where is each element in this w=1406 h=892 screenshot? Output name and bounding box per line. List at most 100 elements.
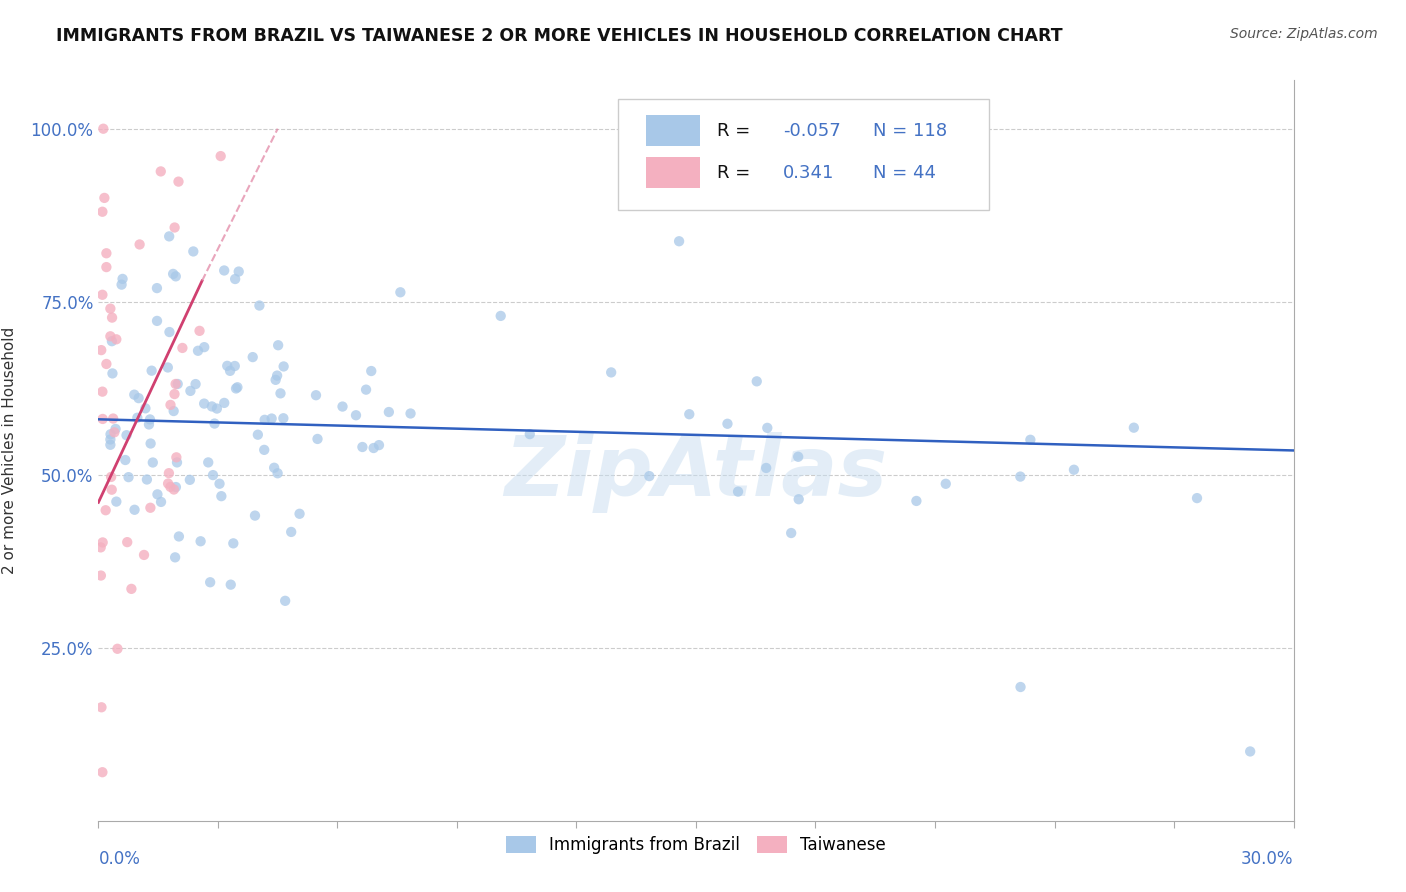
Point	[139, 412, 162, 426]
Point	[716, 417, 738, 431]
Point	[756, 421, 779, 435]
Point	[352, 440, 374, 454]
Text: -0.057: -0.057	[783, 121, 841, 140]
Text: R =: R =	[717, 164, 756, 182]
Point	[201, 400, 224, 414]
Point	[165, 376, 187, 391]
Point	[100, 470, 122, 484]
Point	[204, 417, 226, 431]
Point	[94, 503, 117, 517]
Point	[935, 476, 957, 491]
Point	[146, 281, 169, 295]
Y-axis label: 2 or more Vehicles in Household: 2 or more Vehicles in Household	[1, 326, 17, 574]
Point	[128, 237, 150, 252]
Point	[755, 461, 778, 475]
Point	[167, 175, 190, 189]
Point	[399, 407, 422, 421]
Point	[138, 417, 160, 432]
Legend: Immigrants from Brazil, Taiwanese: Immigrants from Brazil, Taiwanese	[499, 829, 893, 861]
Point	[104, 422, 127, 436]
FancyBboxPatch shape	[619, 99, 988, 210]
Point	[332, 400, 354, 414]
Point	[905, 494, 928, 508]
Point	[124, 387, 146, 401]
Point	[132, 548, 155, 562]
Point	[226, 380, 249, 394]
Point	[243, 508, 266, 523]
Point	[780, 526, 803, 541]
Point	[172, 341, 194, 355]
Bar	[645, 115, 700, 146]
Point	[101, 367, 124, 381]
Point	[1122, 420, 1144, 434]
Point	[96, 246, 118, 260]
Point	[165, 450, 187, 465]
Point	[93, 191, 115, 205]
Point	[96, 357, 118, 371]
Point	[150, 495, 173, 509]
Point	[135, 473, 157, 487]
Point	[360, 364, 382, 378]
Point	[124, 502, 146, 516]
Point	[91, 412, 114, 426]
Point	[98, 438, 122, 452]
Point	[678, 407, 700, 421]
Point	[114, 453, 136, 467]
Point	[100, 427, 122, 442]
Point	[745, 375, 768, 389]
Point	[228, 264, 250, 278]
Point	[242, 350, 264, 364]
Point	[273, 359, 295, 374]
Point	[208, 476, 231, 491]
Point	[91, 535, 114, 549]
Point	[787, 492, 810, 507]
Point	[179, 473, 201, 487]
Point	[212, 263, 235, 277]
Point	[212, 396, 235, 410]
Point	[1063, 463, 1085, 477]
Point	[188, 324, 211, 338]
Point	[354, 383, 377, 397]
Text: Source: ZipAtlas.com: Source: ZipAtlas.com	[1230, 27, 1378, 41]
Point	[1010, 469, 1032, 483]
Point	[181, 244, 204, 259]
Point	[159, 480, 181, 494]
Point	[120, 582, 142, 596]
Point	[101, 310, 124, 325]
Point	[638, 469, 661, 483]
Point	[139, 436, 162, 450]
Point	[600, 365, 623, 379]
Point	[117, 470, 139, 484]
Point	[166, 376, 188, 391]
Point	[100, 483, 122, 497]
Point	[305, 388, 328, 402]
Point	[260, 411, 283, 425]
Point	[266, 368, 288, 383]
Point	[217, 359, 239, 373]
Point	[209, 149, 232, 163]
Point	[105, 494, 128, 508]
Point	[198, 575, 221, 590]
Point	[165, 269, 187, 284]
Text: N = 118: N = 118	[873, 121, 948, 140]
Point	[107, 641, 129, 656]
Point	[1019, 433, 1042, 447]
Point	[184, 377, 207, 392]
Point	[197, 455, 219, 469]
Point	[98, 433, 122, 447]
Text: IMMIGRANTS FROM BRAZIL VS TAIWANESE 2 OR MORE VEHICLES IN HOUSEHOLD CORRELATION : IMMIGRANTS FROM BRAZIL VS TAIWANESE 2 OR…	[56, 27, 1063, 45]
Point	[205, 401, 228, 416]
Point	[273, 411, 295, 425]
Point	[224, 272, 246, 286]
Point	[519, 427, 541, 442]
Point	[264, 373, 287, 387]
Point	[249, 299, 271, 313]
Point	[190, 534, 212, 549]
Point	[263, 460, 285, 475]
Point	[267, 338, 290, 352]
Point	[1185, 491, 1208, 505]
Point	[246, 427, 269, 442]
Point	[134, 401, 156, 416]
Point	[98, 329, 122, 343]
Point	[115, 535, 138, 549]
